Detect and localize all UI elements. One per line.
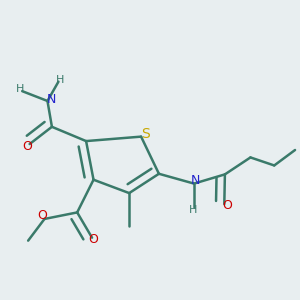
- Text: N: N: [46, 93, 56, 106]
- Text: O: O: [37, 209, 47, 222]
- Text: O: O: [88, 233, 98, 246]
- Text: S: S: [141, 127, 150, 141]
- Text: O: O: [222, 199, 232, 212]
- Text: H: H: [189, 205, 198, 215]
- Text: H: H: [56, 75, 64, 85]
- Text: H: H: [16, 84, 25, 94]
- Text: N: N: [191, 174, 200, 187]
- Text: O: O: [22, 140, 32, 153]
